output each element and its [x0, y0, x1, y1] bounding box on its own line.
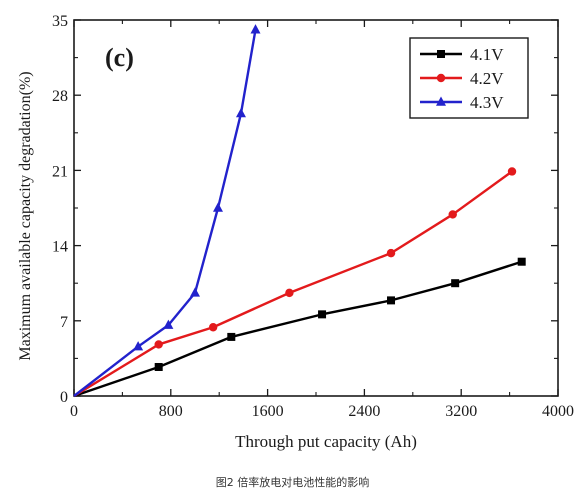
- data-point-4-1V: [451, 279, 460, 288]
- data-point-4-2V: [507, 167, 517, 176]
- data-point-4-1V: [154, 362, 163, 371]
- legend-label-4-1V: 4.1V: [470, 45, 504, 64]
- y-tick-label: 21: [52, 163, 68, 180]
- y-tick-label: 28: [52, 88, 68, 105]
- y-axis-label: Maximum available capacity degradation(%…: [17, 71, 34, 360]
- data-point-4-3V: [190, 287, 200, 297]
- data-point-4-3V: [212, 202, 223, 212]
- x-axis-label: Through put capacity (Ah): [235, 432, 417, 451]
- data-point-4-3V: [133, 341, 144, 351]
- data-point-4-2V: [285, 288, 294, 298]
- y-tick-label: 35: [52, 13, 68, 30]
- y-tick-label: 14: [52, 239, 68, 256]
- data-point-4-2V: [154, 340, 163, 349]
- data-point-4-2V: [386, 248, 396, 258]
- x-tick-label: 4000: [542, 403, 574, 420]
- x-tick-label: 1600: [252, 403, 284, 420]
- data-point-4-1V: [517, 257, 526, 266]
- data-point-4-1V: [227, 332, 236, 341]
- x-tick-label: 0: [70, 403, 78, 420]
- data-point-4-2V: [448, 210, 457, 219]
- x-tick-label: 800: [159, 403, 183, 420]
- panel-label: (c): [105, 43, 134, 72]
- chart: 0 800 1600 2400 3200 4000 0 7 14 21 28 35 Through pu…: [17, 13, 574, 451]
- series-line-4-3V: [73, 29, 257, 397]
- legend-marker-4-2V: [436, 73, 446, 83]
- x-tick-label: 2400: [348, 403, 380, 420]
- data-point-4-1V: [318, 310, 327, 319]
- legend-marker-4-1V: [437, 50, 445, 58]
- legend-label-4-2V: 4.2V: [470, 69, 504, 88]
- series-line-4-2V: [73, 170, 513, 398]
- data-point-4-1V: [387, 296, 396, 305]
- data-point-4-3V: [163, 319, 174, 329]
- y-tick-label: 7: [60, 314, 68, 331]
- data-point-4-3V: [235, 107, 246, 118]
- data-point-4-3V: [250, 24, 261, 34]
- legend-marker-4-3V: [436, 96, 446, 106]
- y-tick-label: 0: [60, 389, 68, 406]
- legend-label-4-3V: 4.3V: [470, 93, 504, 112]
- figure-caption: 图2 倍率放电对电池性能的影响: [215, 476, 370, 489]
- x-tick-label: 3200: [445, 403, 477, 420]
- data-point-4-2V: [208, 323, 218, 332]
